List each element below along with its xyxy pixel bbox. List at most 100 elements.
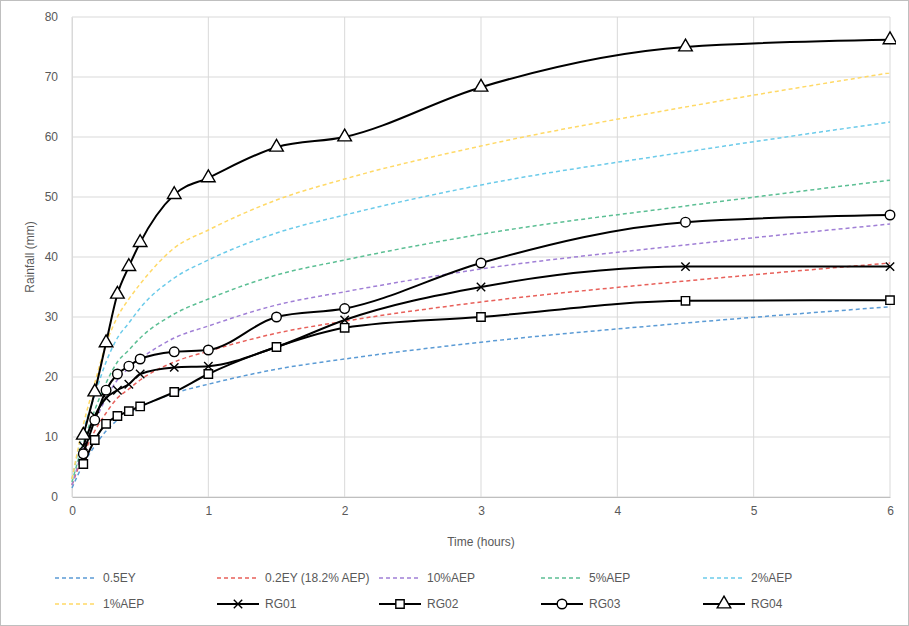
series-marker bbox=[883, 32, 896, 44]
series-marker bbox=[167, 187, 181, 199]
series-marker bbox=[99, 335, 113, 347]
series-line bbox=[83, 300, 890, 464]
y-axis: 01020304050607080 bbox=[45, 10, 73, 504]
legend-label: 10%AEP bbox=[427, 571, 475, 585]
y-tick-label: 0 bbox=[51, 490, 58, 504]
series-marker bbox=[91, 436, 99, 444]
x-axis-title: Time (hours) bbox=[447, 535, 515, 549]
x-axis: 0 1 2 3 4 5 6 bbox=[69, 497, 894, 518]
series-group bbox=[72, 73, 890, 479]
series-marker bbox=[113, 369, 123, 379]
series-line bbox=[72, 122, 890, 479]
x-tick: 4 bbox=[614, 497, 621, 518]
legend-marker bbox=[717, 596, 731, 608]
series-line bbox=[72, 180, 890, 482]
series-marker bbox=[88, 384, 102, 396]
x-tick-label: 5 bbox=[751, 504, 758, 518]
y-tick: 60 bbox=[45, 130, 72, 144]
y-tick-label: 40 bbox=[45, 250, 59, 264]
series-line bbox=[72, 307, 890, 488]
x-tick: 2 bbox=[342, 497, 349, 518]
series-marker bbox=[474, 79, 488, 91]
legend-marker bbox=[396, 600, 404, 608]
grid-line-x bbox=[890, 17, 891, 497]
series-marker bbox=[204, 370, 212, 378]
y-tick-label: 10 bbox=[45, 430, 59, 444]
legend-marker bbox=[557, 599, 567, 609]
legend-item: 2%AEP bbox=[703, 571, 792, 585]
legend-swatch bbox=[55, 577, 97, 579]
legend: 0.5EY0.2EY (18.2% AEP)10%AEP5%AEP2%AEP1%… bbox=[55, 571, 792, 611]
grid-line-x bbox=[72, 17, 73, 497]
chart-container: 012345601020304050607080Time (hours)Rain… bbox=[0, 0, 909, 626]
series-group bbox=[79, 210, 895, 458]
series-marker bbox=[90, 415, 100, 425]
series-group bbox=[72, 122, 890, 479]
legend-label: 0.5EY bbox=[103, 571, 136, 585]
series-line bbox=[83, 40, 890, 435]
series-line bbox=[72, 263, 890, 485]
legend-label: RG02 bbox=[427, 597, 459, 611]
series-marker bbox=[886, 296, 894, 304]
legend-item: RG02 bbox=[379, 597, 459, 611]
grid-line-x bbox=[208, 17, 209, 497]
x-tick: 1 bbox=[205, 497, 212, 518]
series-marker bbox=[133, 235, 147, 247]
legend-swatch bbox=[217, 577, 259, 579]
series-marker bbox=[79, 460, 87, 468]
y-tick: 10 bbox=[45, 430, 72, 444]
chart-svg: 012345601020304050607080Time (hours)Rain… bbox=[0, 0, 909, 626]
x-tick-label: 6 bbox=[887, 504, 894, 518]
series-marker bbox=[681, 297, 689, 305]
series-marker bbox=[111, 286, 125, 298]
series-marker bbox=[124, 361, 134, 371]
x-tick: 5 bbox=[751, 497, 758, 518]
series-marker bbox=[122, 259, 136, 271]
series-line bbox=[83, 267, 890, 446]
series-marker bbox=[272, 343, 280, 351]
series-marker bbox=[125, 407, 133, 415]
legend-item: 10%AEP bbox=[379, 571, 475, 585]
series-marker bbox=[477, 313, 485, 321]
y-tick: 50 bbox=[45, 190, 72, 204]
series-marker bbox=[136, 370, 144, 378]
series-group bbox=[72, 224, 890, 485]
grid bbox=[72, 17, 890, 497]
series-marker bbox=[340, 304, 350, 314]
series-group bbox=[77, 32, 896, 439]
chart-frame bbox=[1, 1, 909, 626]
series-marker bbox=[202, 170, 216, 182]
series-marker bbox=[136, 402, 144, 410]
legend-label: RG04 bbox=[751, 597, 783, 611]
series-marker bbox=[477, 283, 485, 291]
series-group bbox=[79, 262, 894, 450]
series-marker bbox=[170, 363, 178, 371]
series-marker bbox=[340, 324, 348, 332]
y-tick: 30 bbox=[45, 310, 72, 324]
x-tick-label: 4 bbox=[614, 504, 621, 518]
series-marker bbox=[270, 139, 284, 151]
x-tick: 0 bbox=[69, 497, 76, 518]
legend-label: 2%AEP bbox=[751, 571, 792, 585]
y-tick: 0 bbox=[51, 490, 72, 504]
grid-line-x bbox=[344, 17, 345, 497]
y-tick: 80 bbox=[45, 10, 72, 24]
x-tick-label: 3 bbox=[478, 504, 485, 518]
series-group bbox=[72, 180, 890, 482]
grid-line-x bbox=[753, 17, 754, 497]
series-marker bbox=[125, 380, 133, 388]
legend-label: 5%AEP bbox=[589, 571, 630, 585]
y-tick-label: 20 bbox=[45, 370, 59, 384]
x-tick: 6 bbox=[887, 497, 894, 518]
legend-item: 5%AEP bbox=[541, 571, 630, 585]
series-group bbox=[79, 296, 894, 468]
x-tick-label: 0 bbox=[69, 504, 76, 518]
series-marker bbox=[886, 262, 894, 270]
series-marker bbox=[113, 412, 121, 420]
y-tick: 20 bbox=[45, 370, 72, 384]
plot-area bbox=[72, 32, 896, 488]
legend-item: RG04 bbox=[703, 596, 783, 611]
y-tick-label: 80 bbox=[45, 10, 59, 24]
series-marker bbox=[113, 386, 121, 394]
legend-swatch bbox=[703, 577, 745, 579]
